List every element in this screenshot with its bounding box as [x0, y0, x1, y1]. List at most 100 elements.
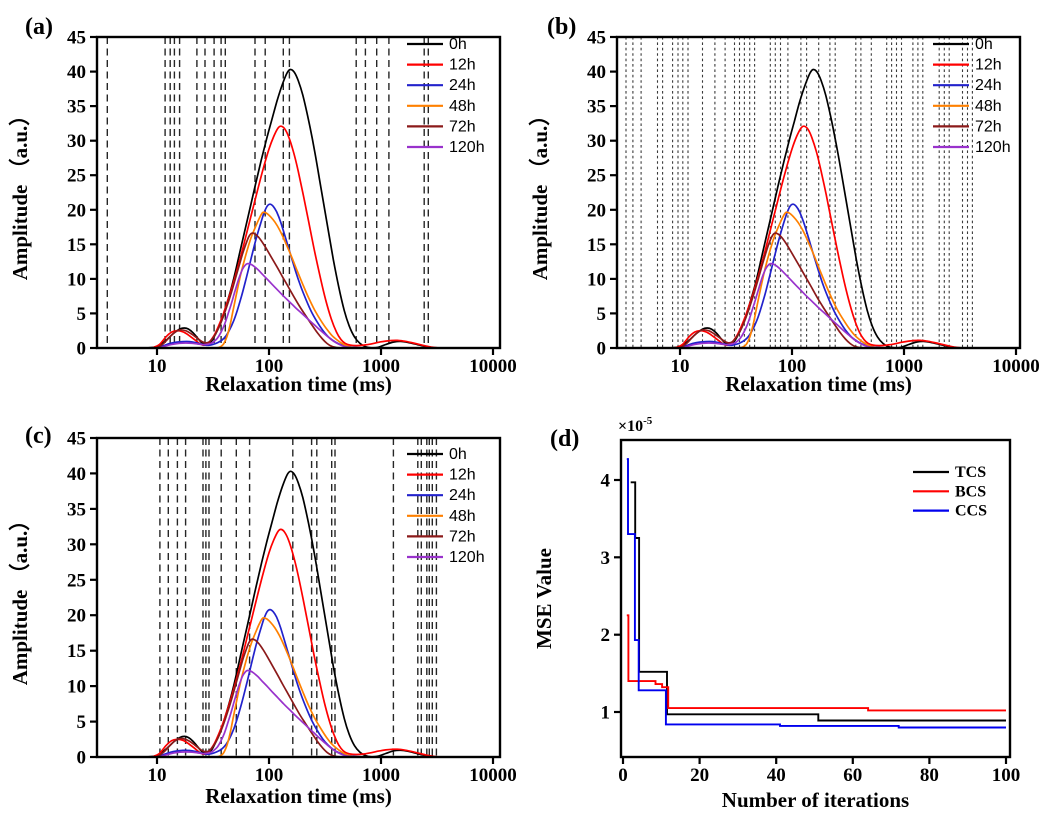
series-72h [156, 232, 493, 348]
svg-text:35: 35 [587, 97, 606, 118]
series-120h [159, 262, 493, 348]
legend-item-0h: 0h [933, 36, 993, 53]
svg-text:TCS: TCS [955, 464, 986, 481]
svg-text:1: 1 [601, 703, 611, 724]
legend-item-TCS: TCS [913, 464, 986, 481]
svg-text:10: 10 [67, 269, 86, 290]
svg-text:40: 40 [767, 765, 786, 786]
axis-scale-label: ×10-5 [618, 415, 653, 435]
svg-text:25: 25 [587, 166, 606, 187]
svg-text:48h: 48h [449, 508, 476, 525]
svg-text:24h: 24h [975, 77, 1002, 94]
svg-text:0: 0 [618, 765, 628, 786]
svg-text:48h: 48h [449, 98, 476, 115]
series-48h [214, 616, 493, 757]
panel-tag: (a) [25, 14, 53, 40]
series-48h [214, 211, 493, 348]
series-120h [682, 262, 1016, 348]
guide-lines [106, 37, 429, 348]
svg-text:24h: 24h [449, 487, 476, 504]
legend-item-12h: 12h [933, 57, 1002, 74]
svg-text:120h: 120h [449, 549, 485, 566]
x-axis-label: Relaxation time (ms) [725, 372, 912, 396]
legend: TCS BCS CCS [913, 464, 987, 520]
svg-text:10000: 10000 [469, 356, 517, 377]
series-group [146, 68, 493, 348]
legend-item-BCS: BCS [913, 483, 986, 500]
panel-c-relaxation-chart: 10 100 1000 10000 0 5 10 15 20 25 30 35 40 45 Relaxati… [0, 410, 520, 829]
y-axis-label: Amplitude （a.u.） [8, 510, 32, 686]
svg-text:12h: 12h [975, 57, 1002, 74]
panel-a-svg: 10 100 1000 10000 0 5 10 15 20 25 30 35 40 45 Relaxati… [0, 0, 520, 410]
legend-item-0h: 0h [407, 446, 467, 463]
svg-text:CCS: CCS [955, 503, 987, 520]
svg-text:2: 2 [601, 625, 611, 646]
panel-tag: (c) [25, 423, 52, 449]
x-axis: 10 100 1000 10000 [148, 348, 517, 377]
svg-text:100: 100 [992, 765, 1021, 786]
svg-text:40: 40 [67, 62, 86, 83]
svg-text:3: 3 [601, 548, 611, 569]
svg-text:5: 5 [77, 304, 87, 325]
svg-text:30: 30 [67, 535, 86, 556]
y-axis: 0 5 10 15 20 25 30 35 40 45 [67, 429, 97, 769]
svg-text:30: 30 [587, 131, 606, 152]
legend-item-48h: 48h [933, 98, 1002, 115]
svg-text:45: 45 [67, 429, 86, 450]
legend-item-24h: 24h [407, 77, 476, 94]
svg-text:120h: 120h [449, 139, 485, 156]
svg-text:5: 5 [77, 712, 87, 733]
y-axis: 1 2 3 4 [601, 471, 621, 724]
svg-text:0: 0 [597, 339, 607, 360]
svg-text:10000: 10000 [992, 356, 1040, 377]
svg-text:20: 20 [690, 765, 709, 786]
series-120h [159, 669, 493, 757]
svg-text:25: 25 [67, 166, 86, 187]
legend: 0h 12h 24h 48h 72h 120h [407, 36, 485, 156]
series-CCS [626, 458, 1006, 729]
plot-border [619, 438, 1012, 759]
svg-text:20: 20 [67, 200, 86, 221]
panel-tag: (d) [550, 426, 579, 452]
svg-text:80: 80 [920, 765, 939, 786]
legend-item-120h: 120h [407, 549, 485, 566]
svg-text:40: 40 [67, 464, 86, 485]
legend-item-48h: 48h [407, 508, 476, 525]
legend-item-12h: 12h [407, 57, 476, 74]
plot-border [95, 35, 502, 350]
x-axis-label: Number of iterations [722, 788, 909, 812]
svg-text:20: 20 [67, 606, 86, 627]
legend-item-72h: 72h [407, 528, 476, 545]
svg-text:35: 35 [67, 499, 86, 520]
y-axis-label: Amplitude （a.u.） [528, 105, 552, 281]
svg-text:15: 15 [67, 641, 86, 662]
svg-text:10: 10 [671, 356, 690, 377]
svg-text:1000: 1000 [362, 356, 400, 377]
panel-d-svg: 0 20 40 60 80 100 1 2 3 4 Number of iterations MSE … [520, 410, 1040, 829]
series-group [626, 458, 1006, 729]
svg-text:1000: 1000 [885, 356, 923, 377]
svg-text:30: 30 [67, 131, 86, 152]
svg-text:0: 0 [77, 748, 87, 769]
svg-text:0h: 0h [975, 36, 993, 53]
panel-a-relaxation-chart: 10 100 1000 10000 0 5 10 15 20 25 30 35 40 45 Relaxati… [0, 0, 520, 410]
svg-text:BCS: BCS [955, 483, 986, 500]
svg-text:10: 10 [587, 269, 606, 290]
x-axis-label: Relaxation time (ms) [205, 784, 392, 808]
legend-item-0h: 0h [407, 36, 467, 53]
svg-text:12h: 12h [449, 467, 476, 484]
svg-text:4: 4 [601, 471, 611, 492]
panel-b-svg: 10 100 1000 10000 0 5 10 15 20 25 30 35 40 45 Relaxati… [520, 0, 1040, 410]
svg-text:10000: 10000 [469, 765, 517, 786]
svg-text:5: 5 [597, 304, 607, 325]
svg-text:0h: 0h [449, 446, 467, 463]
svg-text:12h: 12h [449, 57, 476, 74]
svg-text:1000: 1000 [362, 765, 400, 786]
panel-tag: (b) [547, 14, 576, 40]
svg-text:35: 35 [67, 97, 86, 118]
svg-text:120h: 120h [975, 139, 1011, 156]
legend: 0h 12h 24h 48h 72h 120h [933, 36, 1011, 156]
legend-item-12h: 12h [407, 467, 476, 484]
panel-c-svg: 10 100 1000 10000 0 5 10 15 20 25 30 35 40 45 Relaxati… [0, 410, 520, 829]
